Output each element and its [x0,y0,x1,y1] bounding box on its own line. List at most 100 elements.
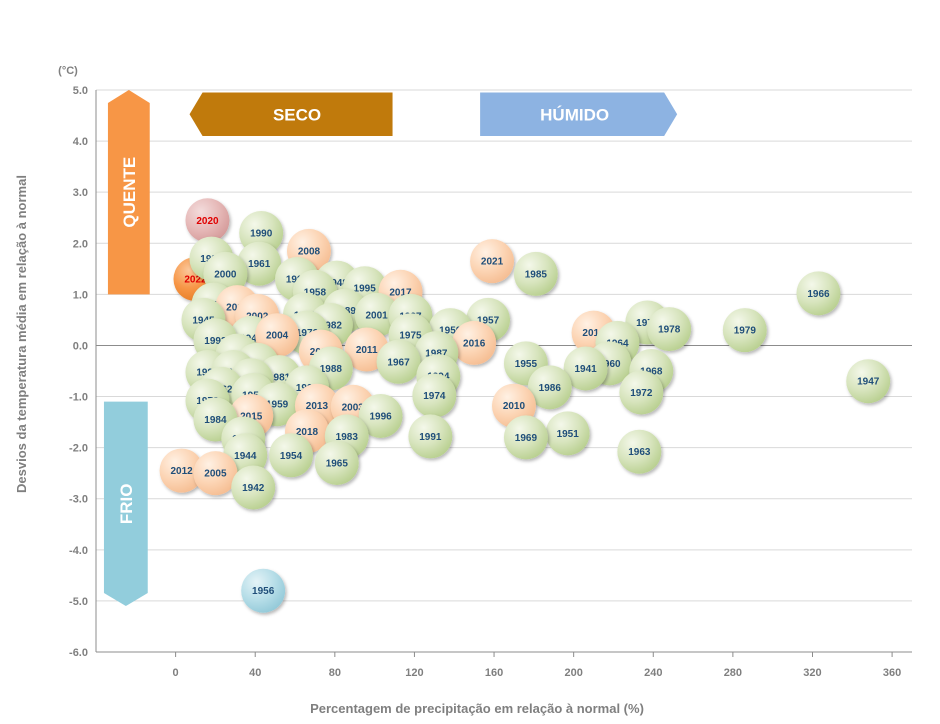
bubble-1972: 1972 [619,370,664,415]
bubble-2005: 2005 [193,451,238,496]
bubble-label: 1991 [419,432,442,443]
bubble-circle [358,393,403,438]
bubble-circle [412,373,457,418]
y-tick-label: -6.0 [69,647,88,659]
y-tick-label: 2.0 [73,238,88,250]
x-tick-label: 200 [564,667,582,679]
bubble-label: 1948 [326,278,349,289]
bubble-circle [563,346,608,391]
x-tick-label: 120 [405,667,423,679]
bubble-circle [231,465,276,510]
bubble-circle [513,251,558,296]
arrow-label: SECO [273,105,321,124]
bubble-label: 1941 [574,364,597,375]
bubble-label: 1969 [515,433,538,444]
bubble-label: 2020 [196,216,219,227]
x-tick-label: 80 [329,667,341,679]
arrow-shape [107,90,150,295]
bubble-label: 2003 [342,402,365,413]
bubble-label: 1990 [250,229,273,240]
bubble-circle [237,241,282,286]
bubble-circle [452,320,497,365]
bubble-label: 2014 [582,328,605,339]
bubble-1941: 1941 [563,346,608,391]
arrow-shape [103,401,148,607]
bubble-circle [617,429,662,474]
y-unit-label: (°C) [58,65,78,77]
bubble-label: 2012 [170,466,193,477]
bubble-label: 1968 [640,367,663,378]
bubble-label: 1947 [857,377,880,388]
bubble-circle [503,415,548,460]
bubble-circle [796,271,841,316]
bubble-2020: 2020 [185,198,230,243]
y-axis-title: Desvios da temperatura média em relação … [14,175,29,493]
bubble-1969: 1969 [503,415,548,460]
bubble-1979: 1979 [722,308,767,353]
y-tick-label: -2.0 [69,443,88,455]
bubble-label: 1967 [387,357,410,368]
bubble-1991: 1991 [408,414,453,459]
x-tick-label: 160 [485,667,503,679]
x-tick-label: 360 [883,667,901,679]
bubbles: 2020202219902008199719612000199819481958… [159,198,891,613]
bubble-label: 2015 [240,411,263,422]
bubble-label: 1996 [369,411,392,422]
bubble-label: 1988 [320,364,343,375]
bubble-circle [376,339,421,384]
bubble-label: 1959 [266,400,289,411]
bubble-circle [193,451,238,496]
bubble-label: 1984 [204,415,227,426]
bubble-label: 1975 [399,331,422,342]
y-tick-label: 3.0 [73,187,88,199]
bubble-2021: 2021 [470,239,515,284]
bubble-circle [722,308,767,353]
x-tick-label: 0 [173,667,179,679]
bubble-label: 2022 [184,275,207,286]
y-tick-label: 5.0 [73,85,88,97]
bubble-label: 2001 [365,310,388,321]
bubble-1947: 1947 [846,359,891,404]
bubble-2001: 2001 [354,292,399,337]
annotation-arrows: SECO HÚMIDO QUENTE FRIO [103,90,678,607]
bubble-label: 1981 [268,373,291,384]
bubble-label: 1951 [557,429,580,440]
x-tick-label: 280 [724,667,742,679]
arrow-label: FRIO [117,484,136,525]
arrow-shape [480,92,678,136]
bubble-label: 1986 [539,383,562,394]
bubble-label: 2013 [306,401,329,412]
x-tick-label: 240 [644,667,662,679]
bubble-circle [185,198,230,243]
bubble-label: 1972 [630,388,653,399]
y-tick-label: 1.0 [73,289,88,301]
bubble-label: 1963 [628,447,651,458]
arrow-frio: FRIO [103,401,148,607]
bubble-circle [159,448,204,493]
x-axis-title: Percentagem de precipitação em relação à… [310,701,644,716]
bubble-2016: 2016 [452,320,497,365]
arrow-label: QUENTE [120,157,139,228]
bubble-label: 1950 [439,326,462,337]
bubble-label: 1957 [477,315,500,326]
bubble-label: 1976 [296,328,319,339]
bubble-circle [408,414,453,459]
bubble-1966: 1966 [796,271,841,316]
y-tick-label: 4.0 [73,136,88,148]
bubble-label: 2011 [356,345,378,356]
bubble-label: 2008 [298,246,321,257]
bubble-1942: 1942 [231,465,276,510]
bubble-1978: 1978 [647,307,692,352]
bubble-label: 1978 [658,325,681,336]
bubble-label: 1987 [425,349,448,360]
bubble-1951: 1951 [545,411,590,456]
bubble-label: 1985 [525,269,548,280]
bubble-label: 2000 [214,269,237,280]
bubble-1954: 1954 [269,433,314,478]
bubble-label: 1974 [423,391,446,402]
bubble-label: 2018 [296,427,319,438]
bubble-label: 2017 [389,287,412,298]
bubble-label: 1960 [598,359,621,370]
bubble-circle [314,440,359,485]
bubble-circle [527,365,572,410]
